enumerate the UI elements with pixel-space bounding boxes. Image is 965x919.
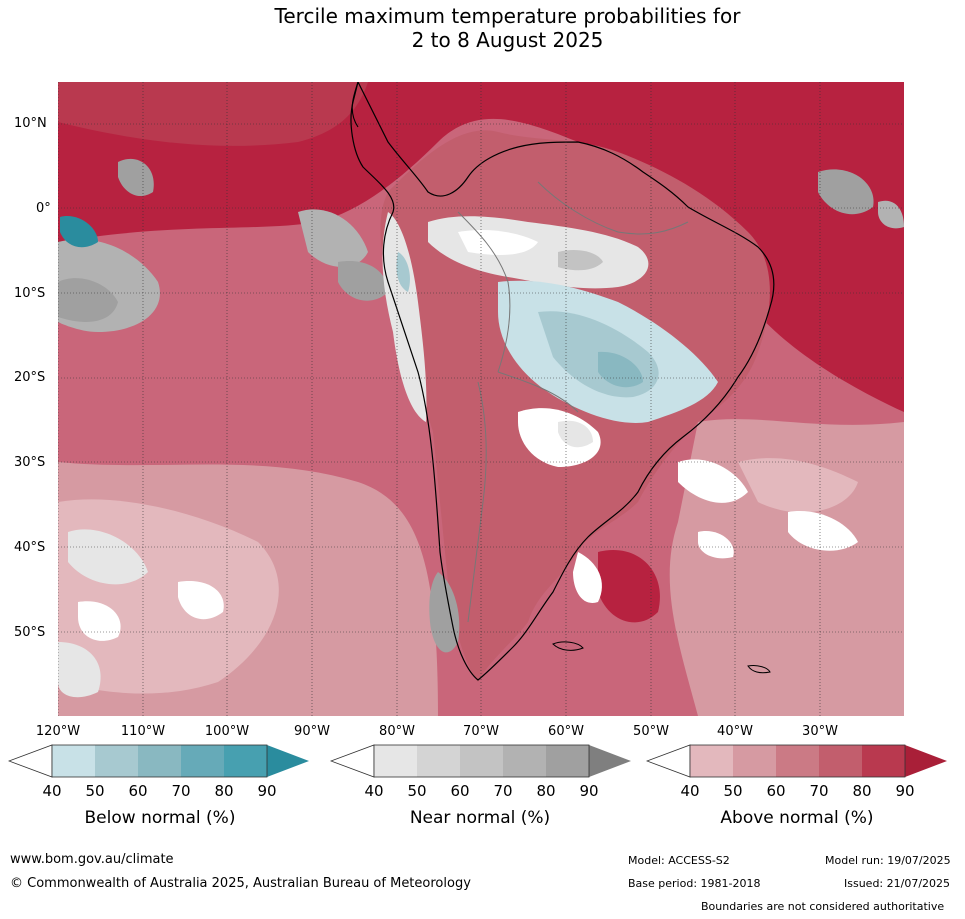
lon-label-70w: 70°W <box>463 724 499 739</box>
colorbar-above-min-arrow <box>645 744 691 778</box>
colorbar-above-bin-3 <box>776 745 819 777</box>
map-title: Tercile maximum temperature probabilitie… <box>0 4 965 52</box>
title-line-2: 2 to 8 August 2025 <box>411 28 604 52</box>
colorbar-near-svg <box>329 744 631 778</box>
model-run-date: Model run: 19/07/2025 <box>825 854 951 867</box>
lat-label-50s: 50°S <box>14 625 46 640</box>
lat-label-30s: 30°S <box>14 455 46 470</box>
cbar-below-tick-80: 80 <box>214 782 234 800</box>
colorbar-near-bin-1 <box>374 745 417 777</box>
cbar-near-tick-50: 50 <box>407 782 427 800</box>
colorbar-above-label: Above normal (%) <box>720 808 874 828</box>
colorbar-below-bin-2 <box>95 745 138 777</box>
map-svg <box>58 82 904 716</box>
cbar-near-tick-70: 70 <box>493 782 513 800</box>
colorbar-below-label: Below normal (%) <box>84 808 236 828</box>
colorbar-above-bin-4 <box>819 745 862 777</box>
cbar-above-tick-80: 80 <box>852 782 872 800</box>
colorbar-below-max-arrow <box>267 745 309 777</box>
colorbar-near-label: Near normal (%) <box>409 808 551 828</box>
colorbar-above-bin-1 <box>690 745 733 777</box>
colorbar-above-max-arrow <box>905 745 947 777</box>
cbar-above-tick-60: 60 <box>766 782 786 800</box>
cbar-below-tick-70: 70 <box>171 782 191 800</box>
lon-label-50w: 50°W <box>633 724 669 739</box>
lon-label-60w: 60°W <box>548 724 584 739</box>
issued-date: Issued: 21/07/2025 <box>844 877 951 890</box>
cbar-near-tick-60: 60 <box>450 782 470 800</box>
cbar-above-tick-70: 70 <box>809 782 829 800</box>
lon-label-110w: 110°W <box>120 724 166 739</box>
colorbar-above-bin-5 <box>862 745 905 777</box>
lat-label-10s: 10°S <box>14 286 46 301</box>
cbar-above-tick-90: 90 <box>895 782 915 800</box>
lon-label-40w: 40°W <box>717 724 753 739</box>
cbar-above-tick-40: 40 <box>680 782 700 800</box>
colorbar-near-bin-2 <box>417 745 460 777</box>
base-period: Base period: 1981-2018 <box>628 877 761 890</box>
lon-label-100w: 100°W <box>204 724 250 739</box>
colorbar-below-bin-1 <box>52 745 95 777</box>
colorbar-below-bin-5 <box>224 745 267 777</box>
cbar-near-tick-90: 90 <box>579 782 599 800</box>
colorbar-above-bin-2 <box>733 745 776 777</box>
colorbar-near-bin-3 <box>460 745 503 777</box>
boundaries-disclaimer: Boundaries are not considered authoritat… <box>701 900 945 913</box>
cbar-below-tick-60: 60 <box>128 782 148 800</box>
cbar-below-tick-50: 50 <box>85 782 105 800</box>
colorbar-near-normal <box>329 744 632 782</box>
bom-website-link[interactable]: www.bom.gov.au/climate <box>10 852 174 867</box>
lat-label-0: 0° <box>36 201 51 216</box>
colorbar-below-min-arrow <box>7 744 53 778</box>
title-line-1: Tercile maximum temperature probabilitie… <box>274 4 741 28</box>
colorbar-below-svg <box>7 744 309 778</box>
lon-label-30w: 30°W <box>802 724 838 739</box>
cbar-near-tick-40: 40 <box>364 782 384 800</box>
colorbar-near-min-arrow <box>329 744 375 778</box>
lat-label-20s: 20°S <box>14 370 46 385</box>
probability-map <box>58 82 904 716</box>
lat-label-40s: 40°S <box>14 540 46 555</box>
lon-label-80w: 80°W <box>379 724 415 739</box>
lon-label-120w: 120°W <box>35 724 81 739</box>
cbar-below-tick-90: 90 <box>257 782 277 800</box>
lat-label-10n: 10°N <box>14 116 47 131</box>
colorbar-below-normal <box>7 744 310 782</box>
cbar-below-tick-40: 40 <box>42 782 62 800</box>
colorbar-below-bin-4 <box>181 745 224 777</box>
colorbar-above-normal <box>645 744 948 782</box>
colorbar-above-svg <box>645 744 947 778</box>
model-name: Model: ACCESS-S2 <box>628 854 730 867</box>
colorbar-near-bin-5 <box>546 745 589 777</box>
cbar-above-tick-50: 50 <box>723 782 743 800</box>
cbar-near-tick-80: 80 <box>536 782 556 800</box>
colorbar-near-max-arrow <box>589 745 631 777</box>
lon-label-90w: 90°W <box>294 724 330 739</box>
copyright-notice: © Commonwealth of Australia 2025, Austra… <box>10 876 471 891</box>
colorbar-near-bin-4 <box>503 745 546 777</box>
colorbar-below-bin-3 <box>138 745 181 777</box>
